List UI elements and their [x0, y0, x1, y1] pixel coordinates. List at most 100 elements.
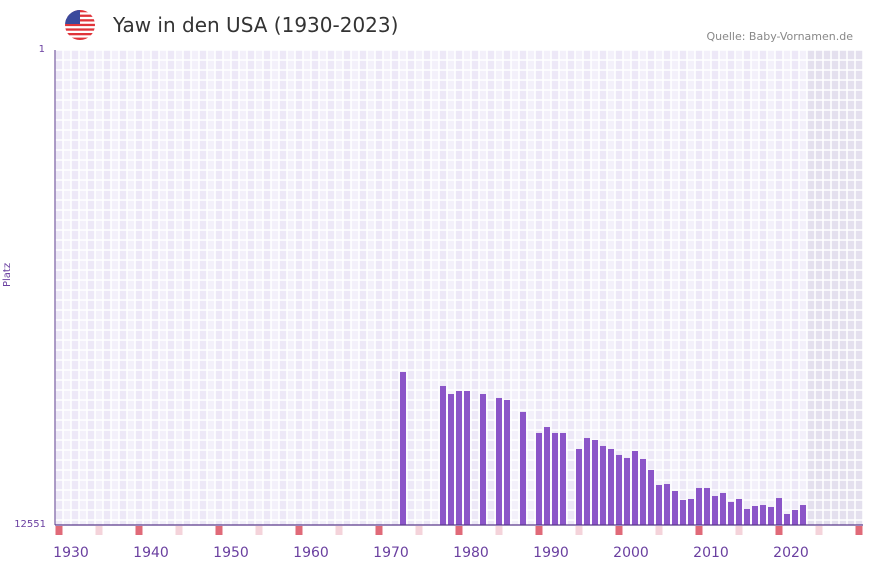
- grid-column: [631, 50, 639, 525]
- grid-column: [383, 50, 391, 525]
- grid-column: [143, 50, 151, 525]
- grid-column: [319, 50, 327, 525]
- grid-column: [583, 50, 591, 525]
- x-tick-1980: 1980: [453, 545, 489, 561]
- bar-1984: [496, 397, 502, 525]
- bar-2006: [672, 490, 678, 525]
- grid-column: [135, 50, 143, 525]
- grid-column: [239, 50, 247, 525]
- grid-column: [327, 50, 335, 525]
- grid-column: [551, 50, 559, 525]
- bar-1972: [400, 372, 406, 525]
- grid-column: [495, 50, 503, 525]
- decade-marker: [615, 526, 623, 535]
- bar-1994: [576, 449, 582, 525]
- bar-1989: [536, 432, 542, 525]
- bar-2017: [760, 505, 766, 525]
- source-label: Quelle: Baby-Vornamen.de: [706, 30, 853, 43]
- bar-1982: [480, 394, 486, 525]
- grid-column: [255, 50, 263, 525]
- decade-marker: [375, 526, 383, 535]
- x-tick-1930: 1930: [53, 545, 89, 561]
- grid-column: [855, 50, 863, 525]
- bar-2020: [784, 513, 790, 525]
- grid-column: [607, 50, 615, 525]
- half-decade-marker: [95, 526, 103, 535]
- grid-column: [519, 50, 527, 525]
- grid-column: [807, 50, 815, 525]
- grid-column: [175, 50, 183, 525]
- us-flag-icon: [65, 10, 95, 40]
- grid-column: [279, 50, 287, 525]
- bar-2014: [736, 498, 742, 525]
- grid-column: [55, 50, 63, 525]
- grid-column: [703, 50, 711, 525]
- bar-2000: [624, 457, 630, 525]
- grid-column: [647, 50, 655, 525]
- bar-2002: [640, 458, 646, 525]
- grid-column: [119, 50, 127, 525]
- grid-column: [591, 50, 599, 525]
- grid-column: [735, 50, 743, 525]
- grid-column: [671, 50, 679, 525]
- grid-column: [399, 50, 407, 525]
- bar-2003: [648, 469, 654, 525]
- decade-marker: [535, 526, 543, 535]
- decade-marker: [135, 526, 143, 535]
- grid-column: [615, 50, 623, 525]
- grid-column: [111, 50, 119, 525]
- grid-column: [743, 50, 751, 525]
- grid-column: [487, 50, 495, 525]
- grid-column: [503, 50, 511, 525]
- decade-marker: [295, 526, 303, 535]
- x-tick-1940: 1940: [133, 545, 169, 561]
- grid-column: [599, 50, 607, 525]
- half-decade-marker: [335, 526, 343, 535]
- grid-column: [79, 50, 87, 525]
- grid-column: [407, 50, 415, 525]
- grid-column: [679, 50, 687, 525]
- grid-column: [815, 50, 823, 525]
- half-decade-marker: [495, 526, 503, 535]
- decade-marker: [695, 526, 703, 535]
- grid-column: [535, 50, 543, 525]
- grid-column: [727, 50, 735, 525]
- bar-1980: [464, 390, 470, 525]
- grid-column: [455, 50, 463, 525]
- bar-2019: [776, 498, 782, 525]
- grid-column: [447, 50, 455, 525]
- grid-column: [167, 50, 175, 525]
- grid-column: [415, 50, 423, 525]
- bar-1997: [600, 445, 606, 525]
- half-decade-marker: [655, 526, 663, 535]
- decade-marker: [855, 526, 863, 535]
- grid-column: [183, 50, 191, 525]
- bar-2001: [632, 451, 638, 525]
- grid-column: [839, 50, 847, 525]
- half-decade-marker: [735, 526, 743, 535]
- grid-column: [103, 50, 111, 525]
- x-tick-1960: 1960: [293, 545, 329, 561]
- bar-2018: [768, 506, 774, 525]
- bar-2012: [720, 492, 726, 525]
- grid-column: [655, 50, 663, 525]
- x-tick-1990: 1990: [533, 545, 569, 561]
- grid-column: [439, 50, 447, 525]
- grid-column: [783, 50, 791, 525]
- grid-column: [759, 50, 767, 525]
- decade-marker: [455, 526, 463, 535]
- half-decade-marker: [175, 526, 183, 535]
- bar-2010: [704, 487, 710, 525]
- grid-column: [375, 50, 383, 525]
- grid-column: [767, 50, 775, 525]
- grid-column: [567, 50, 575, 525]
- grid-column: [471, 50, 479, 525]
- grid-column: [695, 50, 703, 525]
- grid-column: [823, 50, 831, 525]
- grid-column: [639, 50, 647, 525]
- bar-1991: [552, 432, 558, 525]
- bar-1999: [616, 454, 622, 525]
- grid-column: [223, 50, 231, 525]
